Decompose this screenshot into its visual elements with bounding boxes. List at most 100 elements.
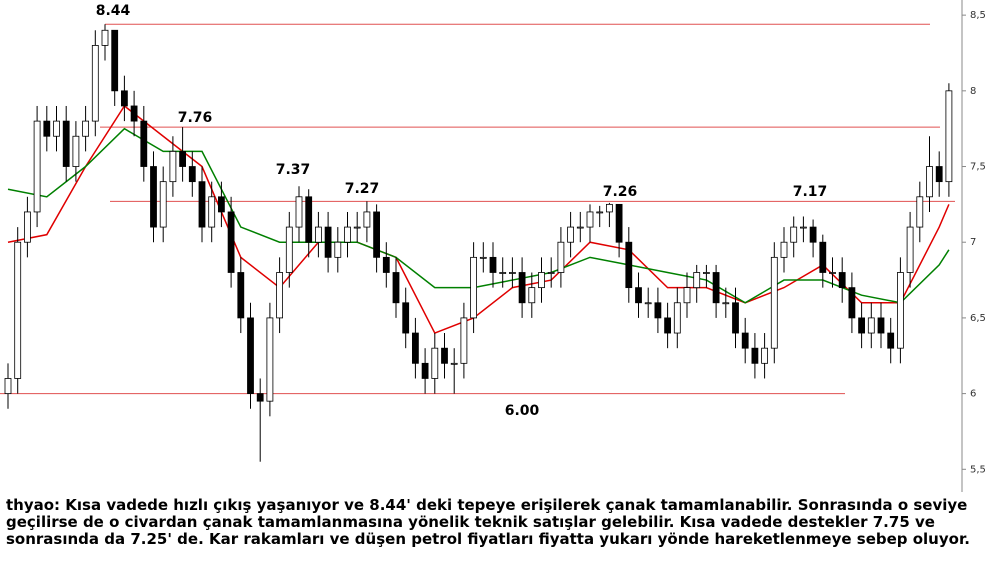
candle-body [683, 287, 691, 304]
candle-body [945, 90, 953, 183]
candle-body [712, 272, 720, 304]
candle-body [819, 241, 827, 273]
candle-body [91, 45, 99, 122]
level-label: 8.44 [96, 3, 131, 19]
candle-body [363, 211, 371, 228]
candle-body [567, 226, 574, 243]
candle-body [256, 393, 264, 402]
candle-body [625, 241, 633, 289]
candle-body [654, 302, 662, 319]
candle-body [101, 29, 109, 46]
moving-average [7, 127, 950, 304]
candle-body [547, 272, 555, 274]
candle-body [62, 120, 70, 167]
candle-body [402, 302, 410, 334]
candle-body [43, 120, 51, 137]
candle-body [528, 287, 536, 304]
candle-body [53, 120, 60, 137]
candle-body [111, 29, 119, 92]
candle-body [198, 181, 206, 228]
candle-body [334, 241, 342, 258]
candle-body [673, 302, 681, 334]
candle-body [538, 272, 545, 289]
candle-body [14, 241, 22, 379]
candle-body [314, 226, 322, 243]
candle-body [411, 332, 419, 364]
candle-body [353, 226, 361, 229]
candle-body [906, 226, 914, 273]
candle-body [732, 302, 739, 334]
moving-average [7, 104, 950, 334]
level-label: 7.76 [178, 110, 213, 126]
peak-label: 7.17 [793, 184, 828, 200]
candle-body [130, 105, 138, 122]
candle-body [324, 226, 332, 258]
candle-body [518, 272, 526, 304]
caption: thyao: Kısa vadede hızlı çıkış yaşanıyor… [6, 496, 970, 548]
candle-body [489, 256, 497, 273]
candle-body [276, 272, 284, 319]
candle-body [596, 211, 604, 214]
candle-body [140, 120, 148, 167]
candle-body [557, 241, 565, 273]
candle-body [266, 317, 274, 402]
candle-body [33, 120, 41, 213]
y-tick-label: 5,5 [970, 464, 986, 475]
candle-body [829, 272, 836, 274]
candle-body [761, 347, 768, 364]
candle-body [790, 226, 798, 243]
candle-body [421, 362, 429, 379]
candle-body [586, 211, 594, 228]
candle-body [800, 226, 807, 229]
candle-body [479, 256, 487, 259]
candle-body [217, 196, 225, 213]
y-tick-label: 6,5 [970, 313, 986, 324]
candle-body [441, 347, 448, 364]
candle-body [208, 196, 216, 228]
candle-body [237, 272, 245, 319]
candle-body [635, 287, 642, 304]
candle-body [247, 317, 254, 394]
candle-body [470, 256, 478, 319]
candle-body [867, 317, 875, 334]
candle-body [877, 317, 885, 334]
chart: 8,5 8 7,5 7 6,5 6 5,5 8.44 7.76 6.00 7.37 7.27 7.26 7… [0, 0, 986, 492]
candle-body [615, 203, 623, 243]
candle-body [188, 166, 196, 183]
candle-body [305, 196, 313, 243]
candle-body [770, 256, 778, 349]
candle-body [751, 347, 759, 364]
candle-body [741, 332, 749, 349]
candle-body [664, 317, 671, 334]
candle-body [644, 302, 652, 305]
y-tick-label: 6 [970, 389, 976, 400]
candle-body [926, 166, 933, 198]
candle-body [722, 302, 730, 305]
candle-body [693, 272, 701, 289]
candle-body [382, 256, 390, 273]
candle-body [285, 226, 293, 273]
candle-body [848, 287, 856, 319]
peak-label: 7.26 [603, 184, 638, 200]
y-tick-label: 8 [970, 86, 976, 97]
candle-body [606, 203, 613, 213]
level-label: 6.00 [505, 403, 540, 419]
candle-body [703, 272, 710, 274]
peak-label: 7.37 [276, 162, 311, 178]
candle-body [838, 272, 846, 289]
candle-body [431, 347, 439, 379]
candle-body [460, 317, 468, 364]
candle-body [576, 226, 584, 229]
candle-body [295, 196, 303, 228]
candle-body [935, 166, 943, 183]
candle-body [23, 211, 31, 243]
candle-body [916, 196, 924, 228]
candle-body [450, 362, 458, 365]
candle-body [150, 166, 157, 228]
candle-body [780, 241, 788, 258]
candle-body [82, 120, 89, 137]
candle-body [4, 378, 12, 395]
candle-body [858, 317, 865, 334]
y-tick-label: 8,5 [970, 10, 986, 21]
